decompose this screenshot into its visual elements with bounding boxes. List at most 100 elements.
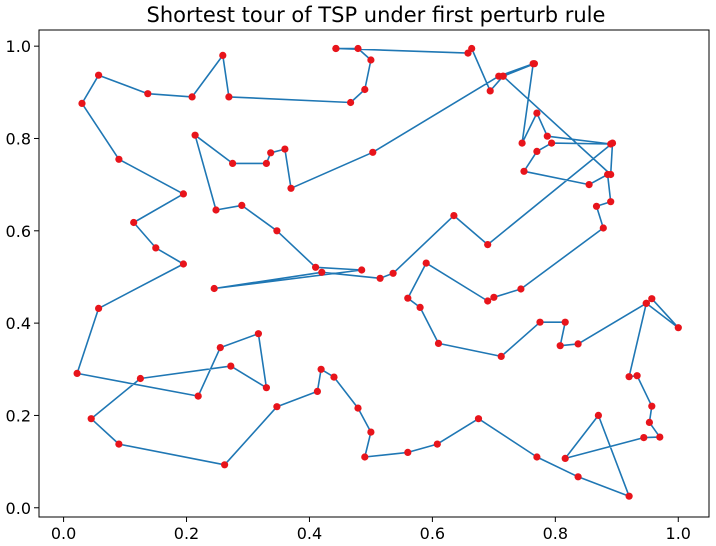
city-point (262, 159, 270, 167)
city-point (645, 418, 654, 426)
city-point (585, 181, 593, 189)
city-point (574, 340, 582, 348)
city-point (486, 87, 494, 95)
city-point (561, 454, 569, 462)
city-point (625, 373, 633, 381)
city-point (194, 392, 202, 400)
y-tick-label: 0.2 (6, 406, 31, 425)
city-point (262, 384, 270, 392)
city-point (221, 461, 229, 469)
city-point (179, 190, 187, 198)
city-point (464, 49, 472, 57)
city-point (229, 159, 237, 167)
city-point (273, 403, 281, 411)
city-point (358, 266, 366, 274)
city-point (330, 373, 338, 381)
city-point (95, 304, 103, 312)
city-point (536, 318, 544, 326)
city-point (404, 294, 412, 302)
x-tick-label: 0.4 (297, 524, 322, 543)
city-point (433, 440, 441, 448)
city-point (556, 342, 564, 350)
city-point (389, 269, 397, 277)
x-axis: 0.0 0.2 0.4 0.6 0.8 1.0 (51, 517, 691, 543)
plot-area (73, 44, 682, 500)
city-point (561, 318, 569, 326)
plot-frame (38, 29, 710, 518)
city-point (219, 51, 227, 60)
city-point (361, 85, 369, 94)
city-point (210, 284, 218, 293)
city-point (625, 492, 633, 500)
city-point (490, 293, 498, 301)
city-point (533, 109, 541, 117)
city-point (543, 132, 551, 140)
city-point (530, 60, 539, 68)
city-point (332, 44, 340, 53)
city-point (361, 453, 369, 461)
city-point (212, 206, 220, 214)
city-point (497, 352, 505, 360)
city-point (254, 330, 262, 338)
city-point (317, 365, 325, 373)
city-point (484, 241, 492, 249)
city-point (354, 404, 362, 412)
city-point (367, 56, 375, 64)
city-point (640, 434, 648, 442)
city-point (73, 369, 81, 377)
x-tick-label: 0.2 (174, 524, 199, 543)
city-point (152, 244, 160, 252)
city-point (434, 339, 443, 347)
city-point (227, 362, 235, 370)
city-point (313, 387, 321, 395)
city-point (136, 374, 144, 383)
city-point (674, 324, 682, 332)
city-point (318, 268, 326, 276)
city-point (607, 170, 615, 179)
city-point (656, 433, 664, 441)
y-axis: 0.0 0.2 0.4 0.6 0.8 1.0 (6, 37, 39, 518)
city-point (520, 167, 528, 175)
x-tick-label: 1.0 (666, 524, 691, 543)
y-tick-label: 0.6 (6, 222, 31, 241)
city-point (533, 147, 541, 155)
city-point (594, 411, 603, 419)
city-point (144, 90, 152, 98)
city-point (376, 274, 384, 282)
x-tick-label: 0.6 (420, 524, 445, 543)
city-point (642, 299, 650, 307)
city-point (574, 473, 582, 481)
city-point (87, 415, 95, 423)
city-point (517, 285, 525, 293)
x-tick-label: 0.0 (51, 524, 76, 543)
city-point (499, 72, 507, 80)
city-point (191, 131, 199, 139)
city-point (484, 297, 492, 305)
city-point (367, 428, 375, 436)
city-point (548, 139, 556, 147)
y-tick-label: 0.4 (6, 314, 31, 333)
city-point (599, 224, 607, 232)
city-point (608, 139, 617, 147)
city-point (354, 44, 362, 53)
city-point (648, 295, 656, 303)
city-point (633, 372, 641, 380)
city-point (369, 148, 377, 156)
city-point (592, 202, 601, 210)
city-point (287, 184, 295, 192)
city-point (648, 402, 656, 410)
chart-title: Shortest tour of TSP under first perturb… (147, 3, 606, 27)
city-point (450, 212, 458, 220)
city-point (312, 263, 320, 271)
city-point (518, 139, 526, 147)
city-point (225, 93, 233, 101)
city-point (216, 344, 224, 352)
x-tick-label: 0.8 (543, 524, 568, 543)
city-point (347, 98, 355, 107)
y-tick-label: 1.0 (6, 37, 31, 56)
city-point (281, 145, 289, 153)
city-point (533, 453, 541, 461)
city-point (416, 303, 424, 311)
city-point (115, 440, 123, 448)
city-point (130, 218, 138, 227)
